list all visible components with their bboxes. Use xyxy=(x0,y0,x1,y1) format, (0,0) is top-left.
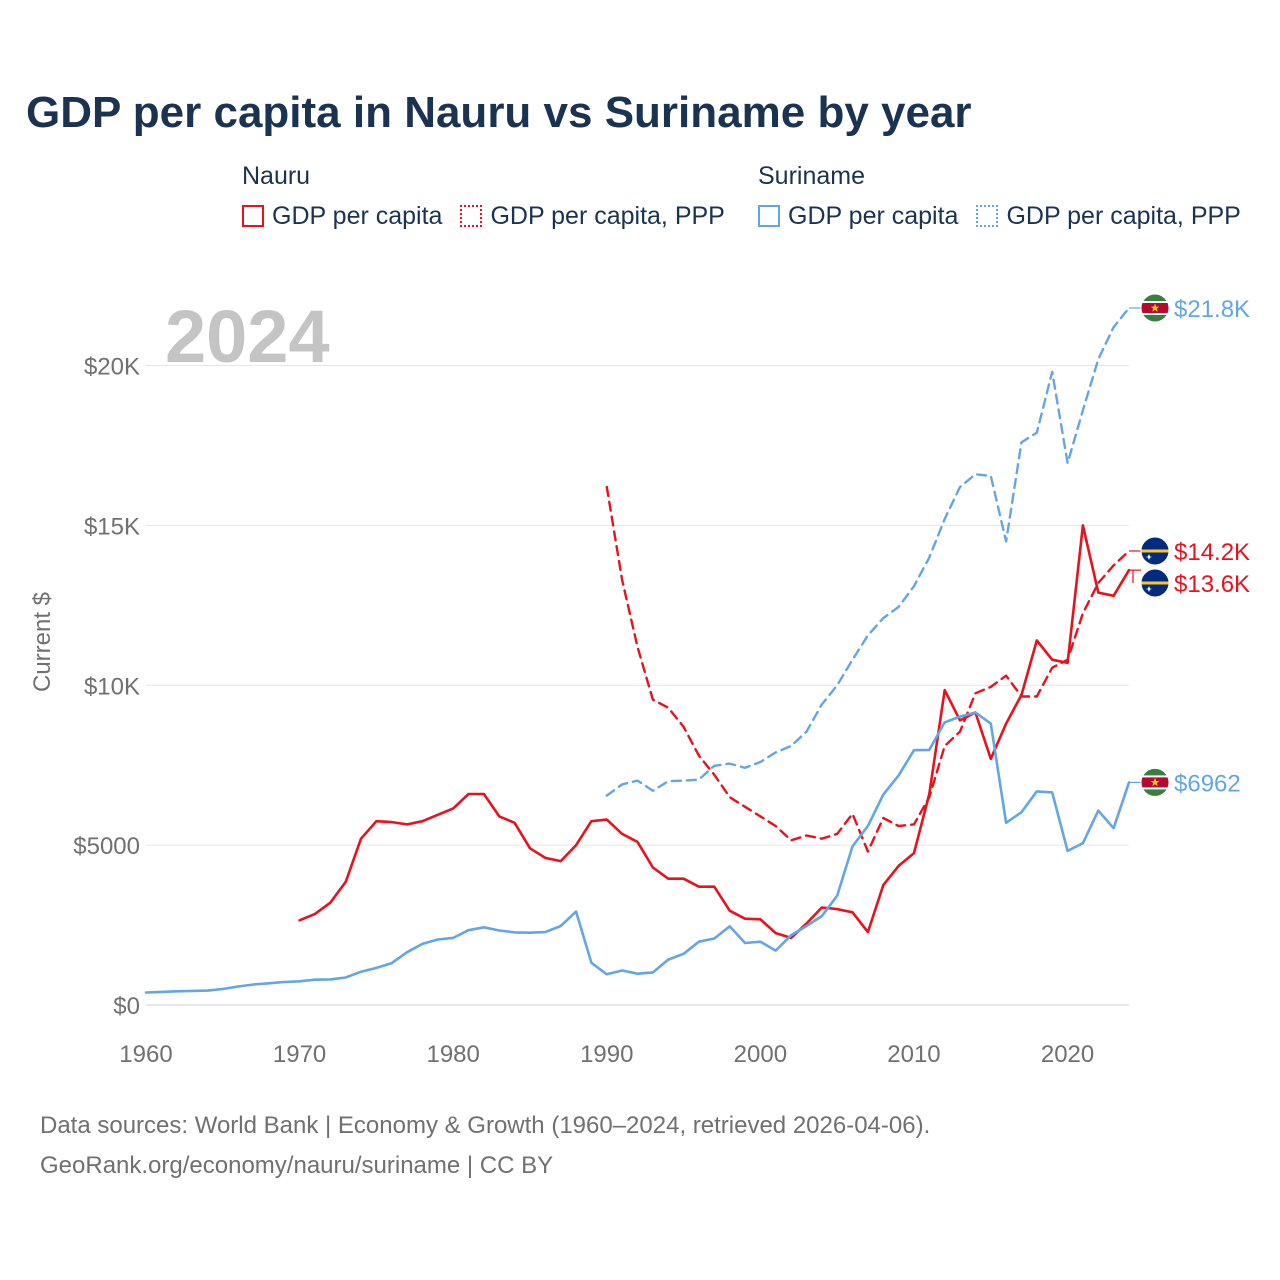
legend-item-suriname-gdp[interactable]: GDP per capita xyxy=(758,202,958,231)
legend-nauru: Nauru GDP per capita GDP per capita, PPP xyxy=(242,162,725,236)
series-line-suriname-gdp-per-capita xyxy=(144,711,1131,994)
y-axis-label: Current $ xyxy=(29,592,56,692)
legend-swatch-dotted xyxy=(460,205,483,227)
end-value-label: $14.2K xyxy=(1174,539,1250,566)
legend-label: GDP per capita xyxy=(788,201,959,230)
series-line-nauru-gdp-per-capita-ppp xyxy=(605,485,1131,853)
y-tick-label: $0 xyxy=(113,993,140,1020)
nauru-flag-icon xyxy=(1140,536,1170,566)
legend-suriname: Suriname GDP per capita GDP per capita, … xyxy=(758,162,1241,236)
legend-swatch-solid xyxy=(242,205,264,227)
footer: Data sources: World Bank | Economy & Gro… xyxy=(40,1106,930,1186)
y-tick-label: $15K xyxy=(84,513,140,540)
x-tick-label: 1960 xyxy=(119,1041,172,1068)
x-tick-label: 2000 xyxy=(734,1041,787,1068)
legend-swatch-dotted xyxy=(976,205,999,227)
year-watermark: 2024 xyxy=(165,295,330,378)
y-tick-label: $10K xyxy=(84,673,140,700)
footer-link[interactable]: GeoRank.org/economy/nauru/suriname | CC … xyxy=(40,1152,554,1179)
legend-label: GDP per capita, PPP xyxy=(490,201,725,230)
legend-country-suriname: Suriname xyxy=(758,162,865,190)
suriname-flag-icon xyxy=(1140,767,1170,797)
x-tick-label: 1990 xyxy=(580,1041,633,1068)
series-line-suriname-gdp-per-capita-ppp xyxy=(605,306,1131,797)
x-tick-label: 2020 xyxy=(1041,1041,1094,1068)
legend-label: GDP per capita xyxy=(272,201,443,230)
line-chart: 2024 $0 $5000 $10K $15K $20K 1960 1970 1980 1990… xyxy=(29,293,1250,1068)
footer-sources: Data sources: World Bank | Economy & Gro… xyxy=(40,1112,931,1139)
chart-title: GDP per capita in Nauru vs Suriname by y… xyxy=(26,88,972,137)
end-value-label: $21.8K xyxy=(1174,296,1250,323)
legend-item-nauru-gdp[interactable]: GDP per capita xyxy=(242,202,442,231)
legend-swatch-solid xyxy=(758,205,780,227)
nauru-flag-icon xyxy=(1140,568,1170,598)
x-tick-label: 1970 xyxy=(273,1041,326,1068)
end-value-label: $13.6K xyxy=(1174,571,1250,598)
legend-item-suriname-ppp[interactable]: GDP per capita, PPP xyxy=(976,201,1241,231)
suriname-flag-icon xyxy=(1140,293,1170,323)
legend-country-nauru: Nauru xyxy=(242,162,311,190)
legend-item-nauru-ppp[interactable]: GDP per capita, PPP xyxy=(460,201,725,231)
y-tick-label: $20K xyxy=(84,354,140,381)
y-tick-label: $5000 xyxy=(73,833,140,860)
series-line-nauru-gdp-per-capita xyxy=(298,524,1131,940)
legend-label: GDP per capita, PPP xyxy=(1006,201,1241,230)
end-value-label: $6962 xyxy=(1174,770,1241,797)
x-tick-label: 1980 xyxy=(426,1041,479,1068)
x-tick-label: 2010 xyxy=(887,1041,940,1068)
